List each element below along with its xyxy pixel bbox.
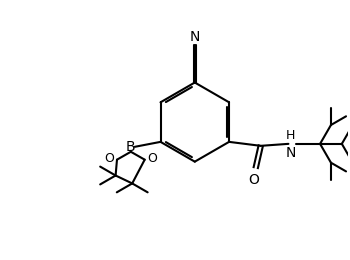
Text: H: H bbox=[286, 129, 295, 142]
Text: O: O bbox=[248, 173, 259, 186]
Text: O: O bbox=[104, 152, 114, 165]
Text: O: O bbox=[148, 152, 158, 165]
Text: N: N bbox=[190, 30, 200, 44]
Text: B: B bbox=[126, 140, 136, 154]
Text: N: N bbox=[285, 146, 296, 160]
